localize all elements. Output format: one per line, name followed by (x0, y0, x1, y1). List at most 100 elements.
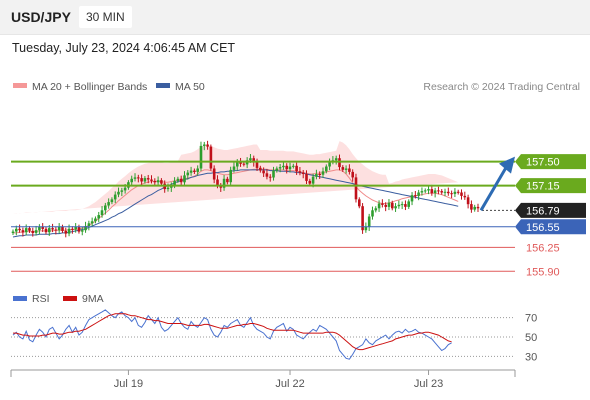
rsi-panel: 30 50 70 (11, 309, 537, 363)
x-tick-label: Jul 23 (414, 378, 443, 390)
candle-body (325, 166, 328, 172)
candle-body (292, 165, 295, 167)
candle-body (371, 210, 374, 217)
rsi-line (12, 309, 452, 360)
x-axis: Jul 19 Jul 22 Jul 23 (114, 370, 443, 390)
candle-body (394, 206, 397, 209)
candle-body (476, 206, 480, 209)
candle-body (414, 195, 417, 197)
candle-body (229, 169, 232, 183)
ma50-legend-swatch (156, 83, 170, 88)
candle-body (242, 163, 246, 165)
rsi-tick-label: 30 (525, 351, 537, 363)
candle-body (367, 216, 371, 227)
candle-body (381, 203, 384, 205)
candle-body (463, 195, 467, 198)
candle-body (117, 191, 120, 195)
chart-header: USD/JPY 30 MIN (0, 0, 590, 35)
candle-body (364, 226, 368, 231)
candle-body (447, 191, 450, 194)
candle-body (288, 166, 292, 170)
candle-body (209, 146, 213, 169)
candle-body (417, 192, 420, 196)
candle-body (176, 178, 180, 181)
timeframe-button[interactable]: 30 MIN (79, 6, 132, 28)
candle-body (400, 204, 404, 206)
candle-body (24, 228, 28, 233)
rsi-tick-label: 50 (525, 332, 537, 344)
candle-body (153, 180, 157, 183)
rsi-legend-label: RSI (32, 293, 50, 305)
candle-body (97, 215, 100, 219)
candle-body (354, 177, 358, 200)
candle-body (255, 162, 259, 168)
price-levels: 157.50 157.15 156.79 156.55 156.25 155.90 (11, 154, 586, 278)
candle-body (470, 204, 473, 210)
ma50-legend-label: MA 50 (175, 81, 205, 93)
candle-body (433, 190, 437, 194)
rsi-ma9-line (13, 313, 452, 351)
level-label: 155.90 (526, 266, 560, 278)
candle-body (259, 167, 262, 171)
candle-body (285, 165, 288, 170)
candle-body (74, 226, 77, 230)
candle-body (206, 144, 209, 147)
candle-body (404, 204, 407, 207)
level-badge (515, 219, 586, 235)
candle-body (282, 165, 285, 168)
candle-body (100, 210, 104, 216)
candle-body (107, 202, 110, 206)
ma20-legend-swatch (13, 83, 27, 88)
candle-body (189, 170, 193, 173)
candle-body (18, 228, 21, 231)
candle-body (387, 202, 391, 207)
candle-body (216, 179, 219, 186)
candle-body (193, 170, 196, 172)
candle-body (275, 168, 279, 171)
candle-body (137, 177, 140, 179)
rsi-legend-swatch (13, 296, 27, 301)
candle-body (262, 170, 265, 174)
symbol-title: USD/JPY (11, 9, 71, 25)
candle-body (236, 161, 239, 167)
candle-body (41, 226, 44, 229)
candle-body (305, 174, 308, 181)
candle-body (384, 204, 387, 207)
candle-body (183, 175, 186, 183)
level-badge (515, 202, 586, 218)
candle-body (203, 144, 206, 146)
candle-body (460, 192, 463, 196)
forecast-arrow (479, 166, 508, 212)
ma9-legend-label: 9MA (82, 293, 104, 305)
candle-body (28, 228, 31, 231)
forecast-arrow-head (499, 156, 515, 174)
candle-body (410, 195, 414, 202)
candle-body (123, 187, 127, 191)
candle-body (11, 231, 15, 233)
candle-body (71, 228, 74, 230)
candle-body (466, 197, 470, 205)
candle-body (120, 190, 124, 192)
candle-body (351, 171, 354, 178)
level-badge (515, 154, 586, 170)
level-label: 156.79 (526, 205, 560, 217)
candle-body (21, 230, 25, 233)
candle-body (173, 180, 176, 185)
candle-body (219, 185, 223, 188)
candle-body (212, 168, 216, 180)
candle-body (15, 228, 18, 232)
candle-body (84, 226, 87, 231)
candle-body (81, 230, 84, 232)
candle-body (87, 223, 91, 226)
candle-body (34, 230, 38, 233)
candle-body (90, 221, 94, 224)
candle-body (348, 168, 351, 172)
candle-body (38, 226, 41, 231)
candle-body (130, 178, 133, 183)
candle-body (252, 158, 255, 163)
level-label: 157.50 (526, 157, 560, 169)
candle-body (31, 230, 35, 233)
x-tick-label: Jul 19 (114, 378, 143, 390)
candle-body (61, 226, 64, 231)
candle-body (308, 180, 312, 184)
